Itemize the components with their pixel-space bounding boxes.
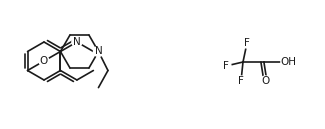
Text: F: F (223, 61, 229, 71)
Text: F: F (238, 76, 244, 86)
Circle shape (39, 56, 49, 66)
Circle shape (260, 76, 270, 86)
Circle shape (94, 46, 103, 57)
Circle shape (281, 55, 295, 69)
Text: N: N (73, 37, 81, 47)
Circle shape (221, 61, 231, 71)
Text: OH: OH (280, 57, 296, 67)
Text: N: N (95, 46, 102, 57)
Text: O: O (40, 56, 48, 66)
Text: F: F (244, 38, 250, 48)
Circle shape (236, 76, 246, 86)
Circle shape (72, 37, 82, 47)
Text: O: O (261, 76, 269, 86)
Circle shape (242, 38, 252, 48)
